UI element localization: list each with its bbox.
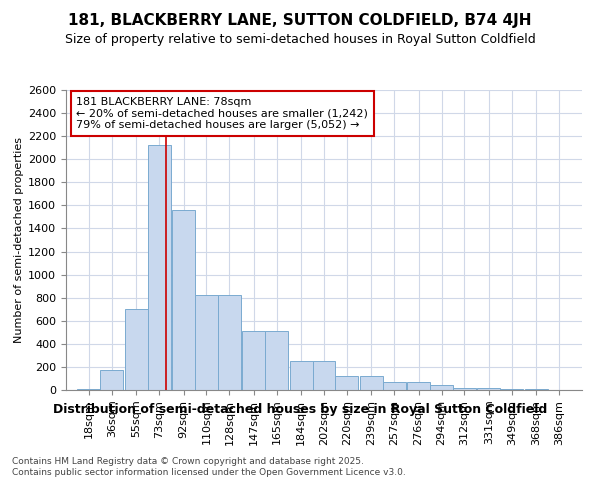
Bar bbox=[242, 331, 265, 390]
Bar bbox=[265, 331, 288, 390]
Text: 181 BLACKBERRY LANE: 78sqm
← 20% of semi-detached houses are smaller (1,242)
79%: 181 BLACKBERRY LANE: 78sqm ← 20% of semi… bbox=[76, 97, 368, 130]
Bar bbox=[453, 388, 476, 390]
Bar bbox=[218, 295, 241, 390]
Bar bbox=[360, 376, 383, 390]
Text: 181, BLACKBERRY LANE, SUTTON COLDFIELD, B74 4JH: 181, BLACKBERRY LANE, SUTTON COLDFIELD, … bbox=[68, 12, 532, 28]
Bar bbox=[195, 295, 218, 390]
Text: Size of property relative to semi-detached houses in Royal Sutton Coldfield: Size of property relative to semi-detach… bbox=[65, 32, 535, 46]
Bar bbox=[290, 361, 313, 390]
Text: Distribution of semi-detached houses by size in Royal Sutton Coldfield: Distribution of semi-detached houses by … bbox=[53, 402, 547, 415]
Bar bbox=[477, 388, 500, 390]
Bar bbox=[383, 382, 406, 390]
Bar bbox=[313, 361, 335, 390]
Bar bbox=[430, 386, 453, 390]
Y-axis label: Number of semi-detached properties: Number of semi-detached properties bbox=[14, 137, 24, 343]
Text: Contains HM Land Registry data © Crown copyright and database right 2025.
Contai: Contains HM Land Registry data © Crown c… bbox=[12, 458, 406, 477]
Bar bbox=[148, 146, 171, 390]
Bar bbox=[100, 370, 124, 390]
Bar bbox=[77, 389, 100, 390]
Bar bbox=[125, 309, 148, 390]
Bar bbox=[335, 376, 358, 390]
Bar bbox=[172, 210, 195, 390]
Bar bbox=[407, 382, 430, 390]
